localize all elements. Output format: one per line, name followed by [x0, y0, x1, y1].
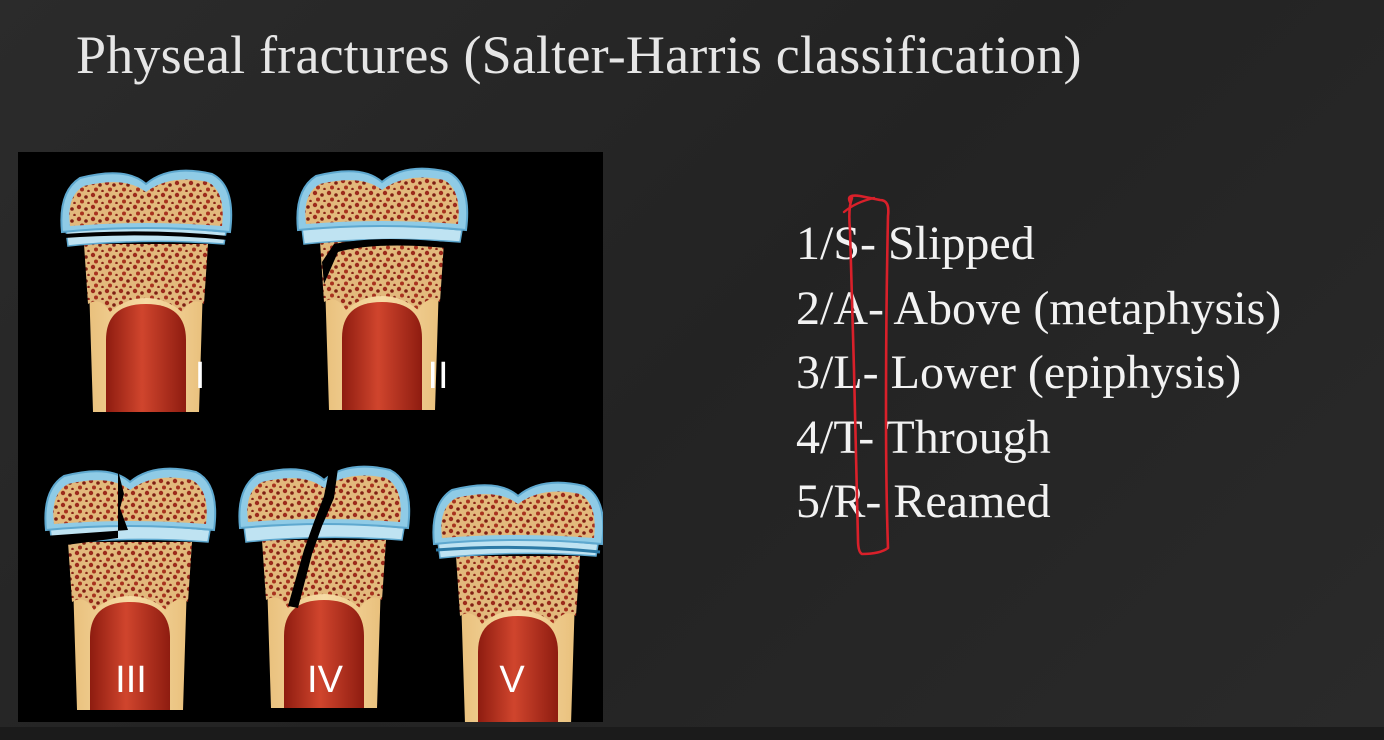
- mnemonic-text: - Reamed: [865, 475, 1051, 528]
- bone-label: II: [427, 355, 448, 397]
- mnemonic-letter: T: [833, 410, 859, 464]
- mnemonic-letter: L: [833, 346, 863, 399]
- mnemonic-text: - Above (metaphysis): [868, 281, 1282, 335]
- bone-label: I: [195, 355, 206, 397]
- mnemonic-number: 3/: [796, 346, 834, 399]
- mnemonic-number: 2/: [796, 281, 834, 335]
- mnemonic-number: 4/: [796, 410, 834, 464]
- slide-title: Physeal fractures (Salter-Harris classif…: [76, 25, 1082, 85]
- mnemonic-text: - Lower (epiphysis): [862, 346, 1242, 399]
- mnemonic-number: 5/: [796, 475, 834, 528]
- mnemonic-item: 2/A- Above (metaphysis): [796, 277, 1281, 342]
- mnemonic-list: 1/S- Slipped 2/A- Above (metaphysis) 3/L…: [796, 212, 1281, 535]
- bottom-strip: [0, 727, 1384, 740]
- mnemonic-text: - Through: [858, 410, 1051, 464]
- bone-label: IV: [307, 659, 344, 701]
- mnemonic-letter: A: [833, 281, 869, 335]
- salter-harris-figure: I II III IV V: [18, 152, 603, 722]
- bone-label: III: [115, 659, 147, 701]
- mnemonic-letter: R: [833, 475, 866, 528]
- mnemonic-item: 4/T- Through: [796, 406, 1281, 471]
- mnemonic-text: - Slipped: [860, 217, 1035, 270]
- mnemonic-number: 1/: [796, 217, 834, 270]
- mnemonic-item: 1/S- Slipped: [796, 212, 1281, 277]
- mnemonic-item: 5/R- Reamed: [796, 470, 1281, 535]
- bone-label: V: [499, 659, 525, 701]
- mnemonic-item: 3/L- Lower (epiphysis): [796, 341, 1281, 406]
- mnemonic-letter: S: [833, 217, 861, 270]
